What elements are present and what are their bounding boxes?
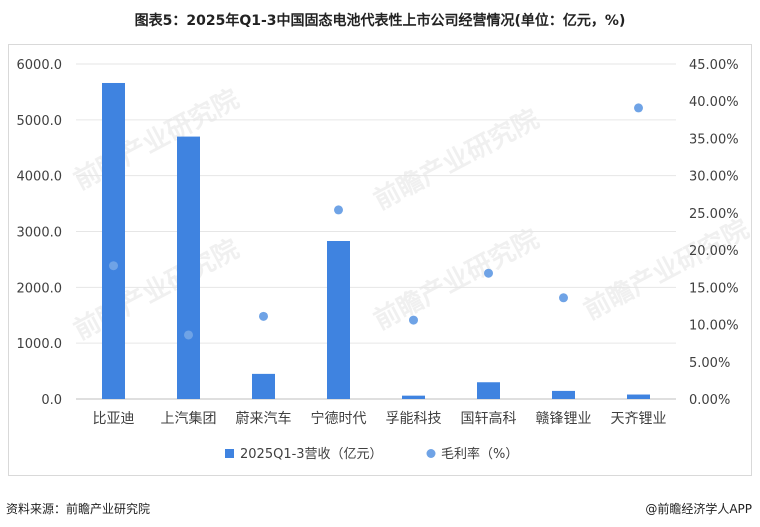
right-tick-label: 10.00% <box>689 319 739 334</box>
right-tick-label: 25.00% <box>689 207 739 222</box>
left-tick-label: 6000.0 <box>17 58 63 73</box>
grid-lines <box>76 63 676 400</box>
legend-bar-swatch <box>225 449 234 458</box>
scatter-point <box>259 311 268 321</box>
right-tick-label: 45.00% <box>689 58 739 73</box>
scatter-point <box>484 268 493 278</box>
scatter-point <box>334 205 343 215</box>
left-tick-label: 5000.0 <box>17 114 63 129</box>
right-tick-label: 30.00% <box>689 170 739 185</box>
scatter-point <box>409 315 418 325</box>
scatter-point <box>634 103 643 113</box>
right-tick-label: 35.00% <box>689 132 739 147</box>
scatter-point <box>559 293 568 303</box>
right-tick-label: 0.00% <box>689 393 730 408</box>
x-tick-label: 比亚迪 <box>93 411 135 427</box>
x-tick-label: 宁德时代 <box>311 410 367 427</box>
left-tick-label: 0.0 <box>41 393 62 408</box>
watermark-text: 前瞻产业研究院 <box>69 233 244 346</box>
brand-note: @前瞻经济学人APP <box>645 502 752 516</box>
left-tick-label: 2000.0 <box>17 281 63 296</box>
bar <box>402 395 425 399</box>
right-tick-label: 15.00% <box>689 281 739 296</box>
right-tick-label: 20.00% <box>689 244 739 259</box>
x-tick-label: 孚能科技 <box>386 411 442 427</box>
watermark-text: 前瞻产业研究院 <box>579 213 754 326</box>
bar <box>102 82 125 399</box>
left-axis-ticks: 0.0 1000.0 2000.0 3000.0 4000.0 5000.0 6000.0 <box>17 58 63 408</box>
scatter-point <box>184 330 193 340</box>
right-tick-label: 5.00% <box>689 356 730 371</box>
bar <box>477 382 500 399</box>
bar <box>252 373 275 399</box>
x-tick-label: 赣锋锂业 <box>536 411 592 427</box>
right-axis-ticks: 0.00% 5.00% 10.00% 15.00% 20.00% 25.00% 30.00%… <box>689 58 739 408</box>
watermark-text: 前瞻产业研究院 <box>69 83 244 196</box>
x-tick-label: 天齐锂业 <box>611 411 667 427</box>
chart-title: 图表5：2025年Q1-3中国固态电池代表性上市公司经营情况(单位：亿元，%) <box>134 13 626 29</box>
x-tick-label: 蔚来汽车 <box>236 410 292 427</box>
bar <box>627 394 650 399</box>
x-tick-label: 国轩高科 <box>461 410 517 427</box>
x-axis-ticks: 比亚迪 上汽集团 蔚来汽车 宁德时代 孚能科技 国轩高科 赣锋锂业 天齐锂业 <box>93 410 667 427</box>
bar <box>177 136 200 400</box>
bar-series <box>102 82 650 400</box>
legend: 2025Q1-3营收（亿元） 毛利率（%） <box>225 446 518 462</box>
scatter-series <box>109 103 643 340</box>
left-tick-label: 1000.0 <box>17 337 63 352</box>
legend-dot-swatch <box>426 449 436 458</box>
left-tick-label: 4000.0 <box>17 170 63 185</box>
bar <box>327 240 350 399</box>
right-tick-label: 40.00% <box>689 95 739 110</box>
bar <box>552 390 575 399</box>
legend-bar-label: 2025Q1-3营收（亿元） <box>240 447 383 462</box>
left-tick-label: 3000.0 <box>17 226 63 241</box>
scatter-point <box>109 261 118 271</box>
source-note: 资料来源：前瞻产业研究院 <box>6 502 151 516</box>
watermark-text: 前瞻产业研究院 <box>369 223 544 336</box>
legend-dot-label: 毛利率（%） <box>441 446 518 462</box>
chart-frame <box>8 44 752 476</box>
x-tick-label: 上汽集团 <box>161 410 217 427</box>
